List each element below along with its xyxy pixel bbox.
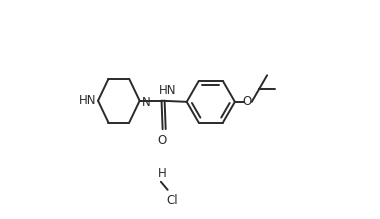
Text: HN: HN <box>159 84 177 97</box>
Text: O: O <box>242 95 252 108</box>
Text: Cl: Cl <box>166 194 177 207</box>
Text: HN: HN <box>79 94 96 107</box>
Text: O: O <box>157 134 166 147</box>
Text: H: H <box>158 167 167 180</box>
Text: N: N <box>141 96 150 110</box>
